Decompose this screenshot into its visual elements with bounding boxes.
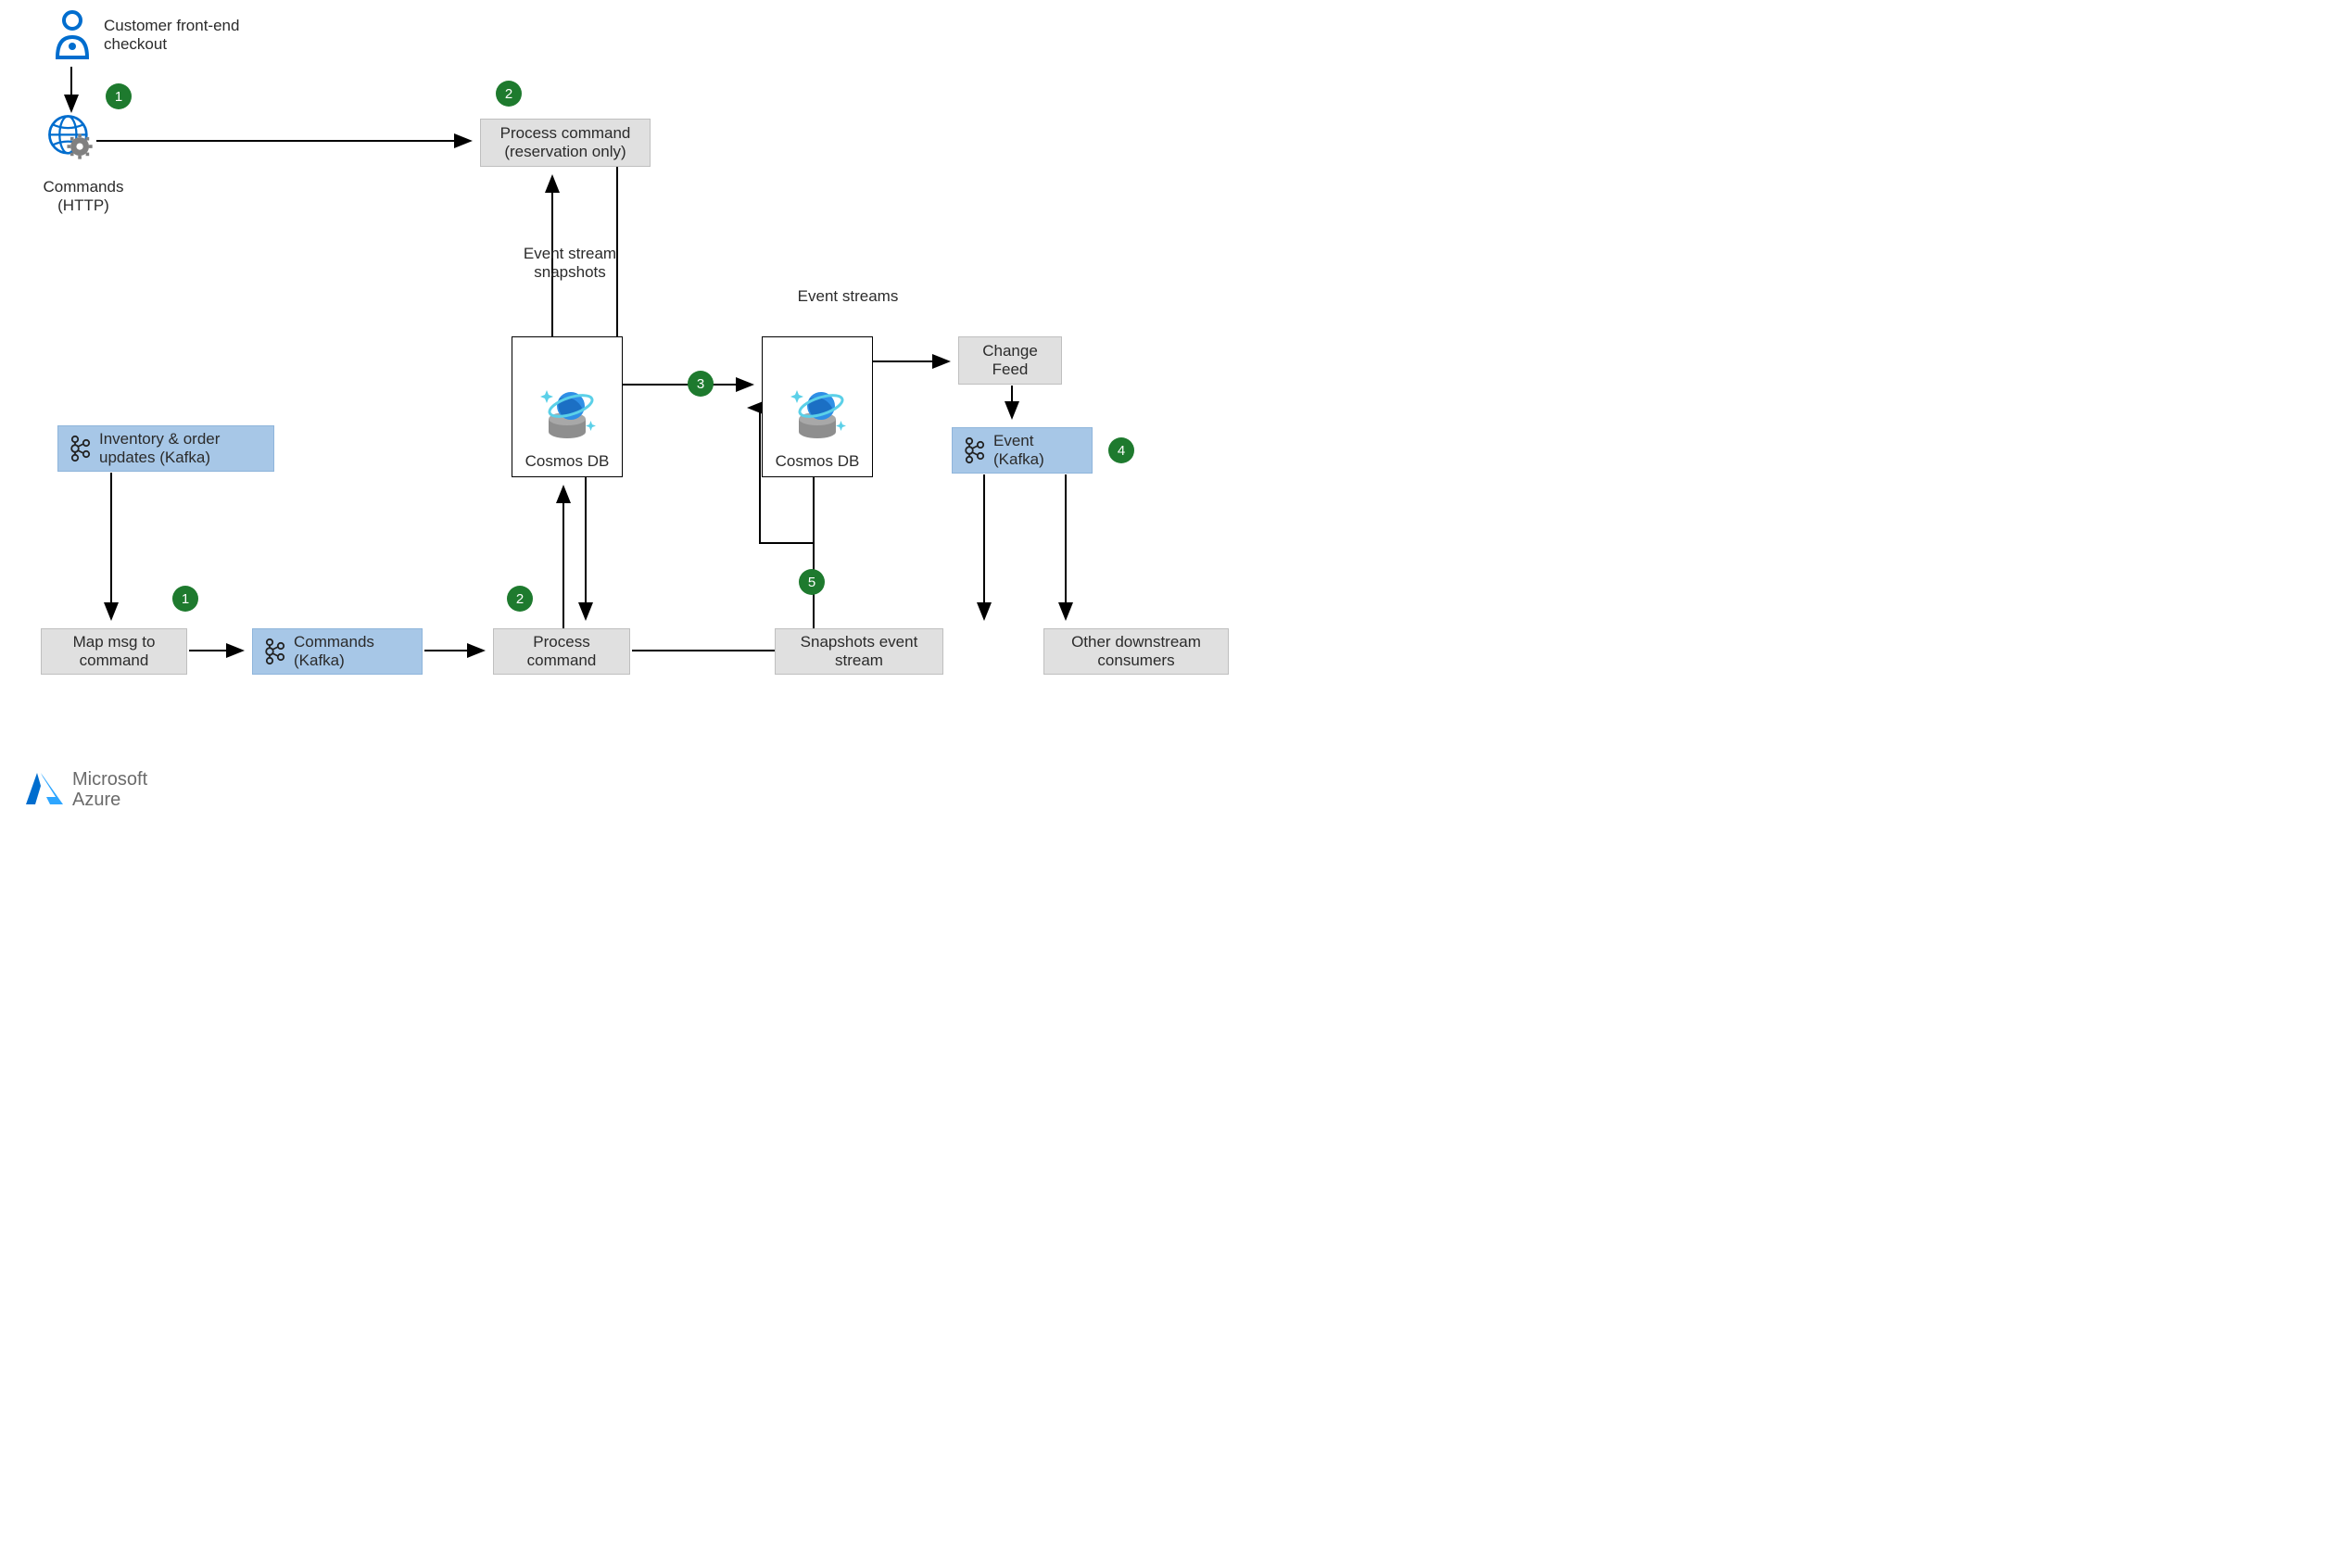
event_kafka: Event (Kafka)	[952, 427, 1093, 474]
step-badge-3-4: 3	[688, 371, 714, 397]
snap_event_stream: Snapshots event stream	[775, 628, 943, 675]
change_feed-label: Change Feed	[968, 342, 1052, 380]
event_streams_label: Event streams	[792, 287, 904, 306]
process_cmd-label: Process command	[503, 633, 620, 671]
process_cmd: Process command	[493, 628, 630, 675]
logo-line2: Azure	[72, 790, 147, 810]
inventory_kafka: Inventory & order updates (Kafka)	[57, 425, 274, 472]
azure-logo-icon	[22, 767, 67, 812]
commands_kafka-label: Commands (Kafka)	[294, 633, 412, 671]
globe-gear-icon	[44, 111, 98, 165]
commands_http_label: Commands (HTTP)	[19, 178, 148, 216]
cosmosdb-icon	[534, 382, 600, 449]
azure-logo: Microsoft Azure	[22, 767, 147, 812]
step-badge-1-0: 1	[106, 83, 132, 109]
step-badge-5-5: 5	[799, 569, 825, 595]
snap_event_stream-label: Snapshots event stream	[785, 633, 933, 671]
cosmos1: Cosmos DB	[512, 336, 623, 477]
step-badge-2-1: 2	[496, 81, 522, 107]
cosmos2-label: Cosmos DB	[776, 452, 860, 471]
change_feed: Change Feed	[958, 336, 1062, 385]
commands_kafka: Commands (Kafka)	[252, 628, 423, 675]
process_cmd_res-label: Process command (reservation only)	[490, 124, 640, 162]
step-badge-2-3: 2	[507, 586, 533, 612]
inventory_kafka-label: Inventory & order updates (Kafka)	[99, 430, 264, 468]
map_msg-label: Map msg to command	[51, 633, 177, 671]
step-badge-1-2: 1	[172, 586, 198, 612]
event_snap_label: Event stream snapshots	[505, 245, 635, 283]
map_msg: Map msg to command	[41, 628, 187, 675]
cosmos2: Cosmos DB	[762, 336, 873, 477]
other_downstream: Other downstream consumers	[1043, 628, 1229, 675]
person-icon	[52, 9, 93, 63]
process_cmd_res: Process command (reservation only)	[480, 119, 651, 167]
cosmos1-label: Cosmos DB	[525, 452, 610, 471]
kafka-icon	[962, 436, 986, 464]
customer_label: Customer front-end checkout	[104, 17, 271, 55]
step-badge-4-6: 4	[1108, 437, 1134, 463]
other_downstream-label: Other downstream consumers	[1054, 633, 1219, 671]
edge-proc_to_cos2	[617, 167, 751, 385]
kafka-icon	[262, 638, 286, 665]
logo-line1: Microsoft	[72, 769, 147, 790]
kafka-icon	[68, 435, 92, 462]
event_kafka-label: Event (Kafka)	[993, 432, 1082, 470]
cosmosdb-icon	[784, 382, 851, 449]
